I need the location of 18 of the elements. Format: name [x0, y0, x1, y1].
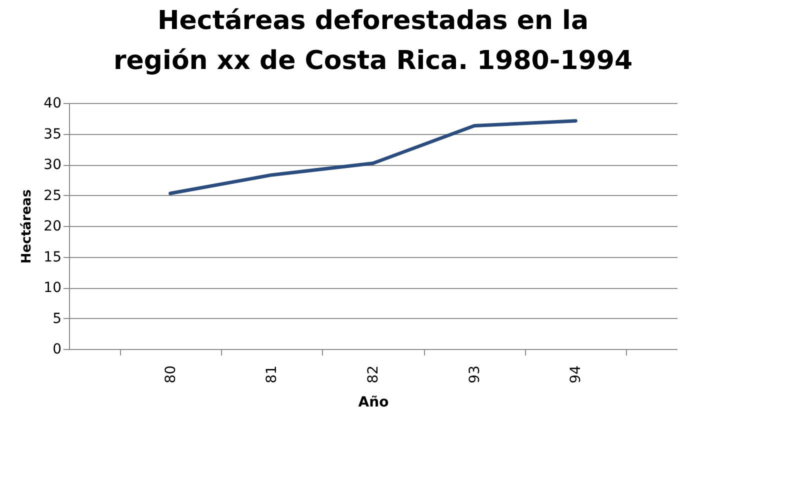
y-tick-label: 20 [44, 218, 62, 234]
y-tick-label: 5 [52, 310, 62, 327]
y-tick-label: 40 [44, 96, 62, 112]
y-tick-label: 25 [44, 188, 62, 204]
line-series [168, 119, 578, 196]
x-tick-label: 94 [568, 365, 584, 384]
y-tick-label: 0 [52, 342, 62, 358]
y-tick-label: 30 [44, 157, 62, 173]
x-tick-label: 80 [162, 366, 179, 384]
x-tick-label: 81 [264, 366, 280, 384]
chart-title: Hectáreas deforestadas en la región xx de Costa Rica. 1980-1994 [113, 6, 633, 76]
x-tick-label: 93 [466, 366, 483, 384]
y-tick-label: 15 [44, 249, 62, 266]
y-tick-label: 10 [44, 280, 62, 296]
x-axis-title: Año [358, 394, 390, 410]
x-tick-label: 82 [366, 366, 382, 384]
y-axis-title: Hectáreas [20, 189, 35, 264]
y-tick-label: 35 [44, 126, 62, 142]
